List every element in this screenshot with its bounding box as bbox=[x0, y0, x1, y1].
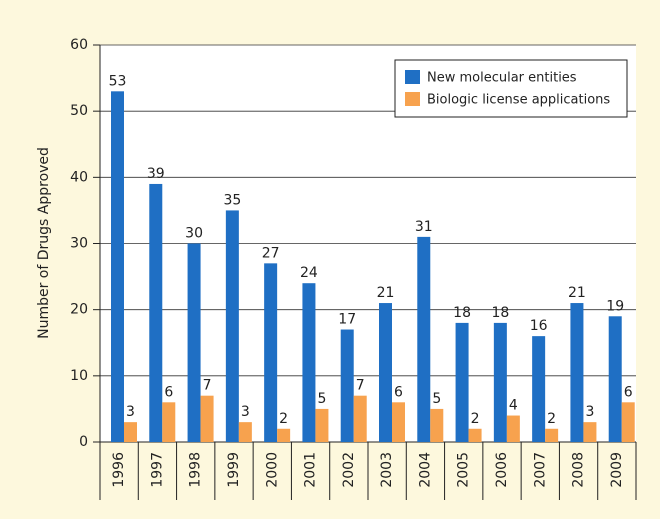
value-label: 6 bbox=[624, 384, 633, 400]
y-tick-label: 30 bbox=[70, 236, 88, 252]
bar bbox=[149, 183, 163, 442]
bar bbox=[392, 402, 405, 442]
y-tick-label: 0 bbox=[79, 434, 88, 450]
value-label: 24 bbox=[300, 265, 318, 281]
x-tick-label: 1999 bbox=[226, 452, 242, 488]
bar bbox=[468, 428, 482, 442]
y-tick-label: 20 bbox=[70, 302, 88, 318]
x-tick-label: 1998 bbox=[188, 452, 204, 488]
value-label: 6 bbox=[394, 384, 403, 400]
x-tick-label: 2008 bbox=[571, 452, 587, 488]
y-tick-label: 50 bbox=[70, 103, 88, 119]
value-label: 7 bbox=[356, 378, 365, 394]
value-label: 3 bbox=[126, 404, 135, 420]
bar bbox=[379, 303, 392, 442]
legend-swatch bbox=[405, 92, 420, 106]
legend-label: New molecular entities bbox=[427, 71, 577, 86]
value-label: 5 bbox=[317, 391, 326, 407]
value-label: 27 bbox=[262, 245, 280, 261]
value-label: 5 bbox=[432, 391, 441, 407]
bar bbox=[187, 243, 201, 442]
bar bbox=[570, 303, 584, 442]
x-tick-label: 2001 bbox=[303, 452, 319, 488]
value-label: 3 bbox=[241, 404, 250, 420]
y-tick-label: 60 bbox=[70, 37, 88, 53]
y-tick-label: 10 bbox=[70, 368, 88, 384]
bar bbox=[277, 428, 291, 442]
bar bbox=[608, 316, 622, 442]
bar bbox=[430, 408, 444, 442]
bar bbox=[583, 422, 597, 442]
bar bbox=[200, 395, 214, 442]
x-tick-label: 2002 bbox=[341, 452, 357, 488]
y-axis-label: Number of Drugs Approved bbox=[36, 147, 52, 339]
bar bbox=[162, 402, 176, 442]
value-label: 53 bbox=[109, 73, 127, 89]
value-label: 7 bbox=[203, 378, 212, 394]
bar bbox=[124, 422, 137, 442]
bar bbox=[532, 336, 546, 442]
value-label: 39 bbox=[147, 166, 165, 182]
bar bbox=[315, 408, 329, 442]
bar bbox=[493, 322, 507, 442]
value-label: 2 bbox=[279, 411, 288, 427]
value-label: 6 bbox=[164, 384, 173, 400]
bar bbox=[225, 210, 239, 442]
x-tick-label: 2003 bbox=[379, 452, 395, 488]
value-label: 18 bbox=[491, 305, 509, 321]
x-tick-label: 2005 bbox=[456, 452, 472, 488]
bar bbox=[353, 395, 367, 442]
value-label: 4 bbox=[509, 398, 518, 414]
value-label: 30 bbox=[185, 226, 203, 242]
y-tick-label: 40 bbox=[70, 169, 88, 185]
value-label: 35 bbox=[223, 192, 241, 208]
value-label: 17 bbox=[338, 312, 356, 328]
x-tick-label: 2000 bbox=[264, 452, 280, 488]
bar bbox=[417, 236, 431, 442]
value-label: 16 bbox=[530, 318, 548, 334]
value-label: 19 bbox=[606, 298, 624, 314]
bar bbox=[264, 263, 278, 442]
value-label: 2 bbox=[547, 411, 556, 427]
bar bbox=[545, 428, 559, 442]
value-label: 18 bbox=[453, 305, 471, 321]
x-tick-label: 2009 bbox=[609, 452, 625, 488]
value-label: 21 bbox=[377, 285, 395, 301]
legend-box bbox=[394, 59, 628, 118]
legend-swatch bbox=[405, 70, 420, 84]
bar bbox=[340, 329, 354, 442]
x-tick-label: 1997 bbox=[149, 452, 165, 488]
bar bbox=[238, 422, 252, 442]
value-label: 3 bbox=[585, 404, 594, 420]
bar bbox=[455, 322, 469, 442]
bar bbox=[506, 415, 520, 442]
bar bbox=[302, 283, 316, 442]
value-label: 31 bbox=[415, 219, 433, 235]
value-label: 21 bbox=[568, 285, 586, 301]
bar bbox=[111, 91, 124, 443]
x-tick-label: 2004 bbox=[417, 452, 433, 488]
value-label: 2 bbox=[471, 411, 480, 427]
bar bbox=[621, 402, 635, 442]
x-tick-label: 2007 bbox=[532, 452, 548, 488]
legend-label: Biologic license applications bbox=[427, 93, 610, 108]
x-tick-label: 1996 bbox=[111, 452, 127, 488]
x-tick-label: 2006 bbox=[494, 452, 510, 488]
